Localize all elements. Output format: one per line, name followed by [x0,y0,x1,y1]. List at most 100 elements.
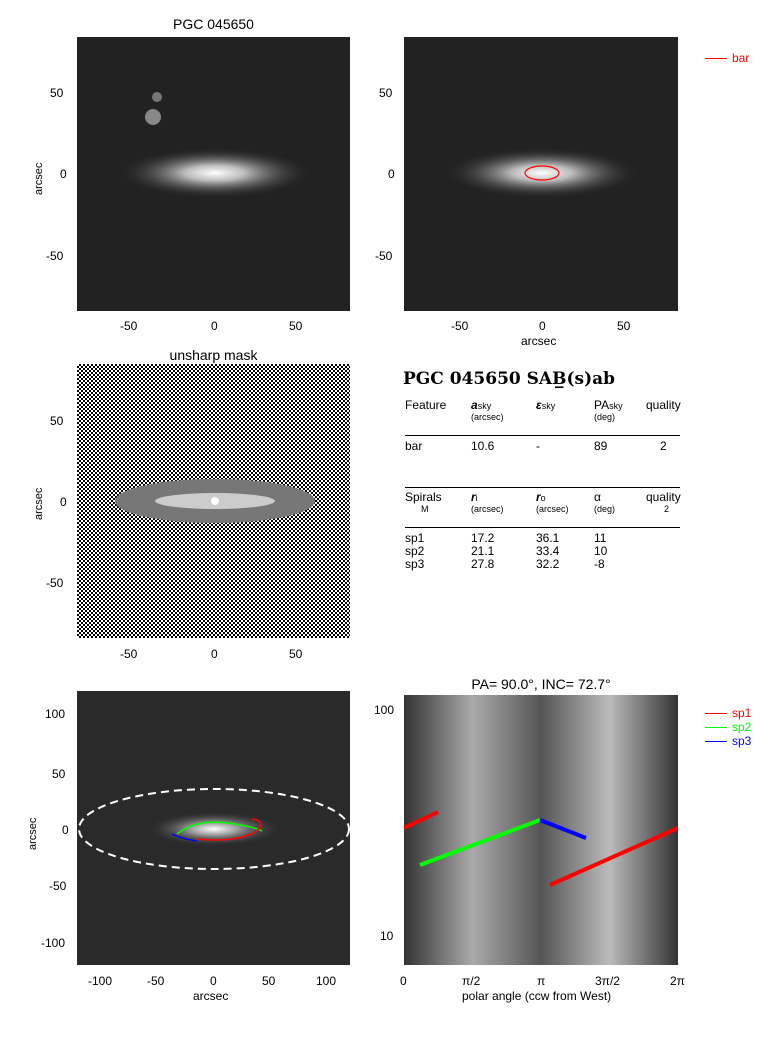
spiral-row-cell: 11 [594,531,607,545]
legend-sp1-line [705,713,727,714]
sp2-overlay [176,821,263,835]
table-divider [405,527,680,528]
p2-xtick: -50 [451,319,469,333]
panel2-xlabel: arcsec [521,334,557,348]
p6-ytick: 10 [380,929,394,943]
p5-ytick: 0 [62,823,69,837]
table-divider [405,487,680,488]
spiral-row-cell: sp1 [405,531,425,545]
feature-table: Feature asky (arcsec) εsky PAsky (deg) q… [405,398,681,578]
spiral-row-cell: -8 [594,557,605,571]
p1-xtick: 50 [289,319,303,333]
p3-ytick: -50 [46,576,64,590]
spiral-row-cell: sp2 [405,544,425,558]
col-alpha-unit: (deg) [594,504,616,514]
col-feature: Feature [405,398,447,412]
col-a: asky [471,398,491,412]
legend-sp1-label: sp1 [732,706,752,720]
panel1-title: PGC 045650 [173,16,254,32]
legend-sp2-label: sp2 [732,720,752,734]
panel5-xlabel: arcsec [193,989,229,1003]
bar-ellipse [524,165,560,181]
spiral-row-cell: 17.2 [471,531,495,545]
p5-ytick: -50 [49,879,67,893]
p1-xtick: 0 [211,319,218,333]
legend-sp3-label: sp3 [732,734,752,748]
p3-ytick: 50 [50,414,64,428]
sp3-overlay [171,833,198,842]
p1-ytick: 50 [50,86,64,100]
col-ri-unit: (arcsec) [471,504,504,514]
bar-row-quality: 2 [660,439,667,453]
p6-xtick: 0 [400,974,407,988]
p6-xtick: π/2 [462,974,481,988]
table-divider [405,435,680,436]
p3-xtick: 0 [211,647,218,661]
spiral-row-cell: 36.1 [536,531,560,545]
col-pa: PAsky [594,398,623,412]
galaxy-svg-1 [77,37,350,311]
p3-xtick: 50 [289,647,303,661]
col-eps-symbol: ε [536,398,542,412]
p6-ytick: 100 [374,703,395,717]
panel6-xlabel: polar angle (ccw from West) [462,989,612,1003]
col-ro-sub: o [540,493,546,503]
p2-ytick: 50 [379,86,393,100]
bar-row-a: 10.6 [471,439,495,453]
col-eps: εsky [536,398,555,412]
p2-xtick: 0 [539,319,546,333]
p5-xtick: 50 [262,974,276,988]
col-pa-unit: (deg) [594,412,616,422]
col-ro: ro [536,490,546,504]
p3-ytick: 0 [60,495,67,509]
panel3-title: unsharp mask [169,347,258,363]
disk-ellipse [78,788,350,870]
col-a-sub: sky [477,401,492,411]
col-spirals-m: M [421,504,429,514]
legend-bar-line [705,58,727,59]
bar-row-eps: - [536,439,540,453]
p5-ytick: 50 [52,767,66,781]
galaxy-svg-2 [404,37,678,311]
galaxy-image-2 [404,37,678,311]
p6-xtick: 3π/2 [595,974,620,988]
sp1-line [549,826,678,887]
legend-bar-label: bar [732,51,750,65]
col-ri-sub: i [475,493,478,503]
sp2-line [419,818,541,867]
table-header: PGC 045650 SAB̲(s)ab [403,369,616,389]
col-quality: quality [646,398,681,412]
p2-ytick: 0 [388,167,395,181]
sp3-line [539,818,587,840]
panel1-ylabel: arcsec [33,162,45,195]
spiral-row-cell: 10 [594,544,608,558]
col-spirals: Spirals [405,490,442,504]
p6-xtick: π [537,974,546,988]
panel6-title: PA= 90.0°, INC= 72.7° [471,676,611,692]
bar-row-pa: 89 [594,439,608,453]
legend-sp2-line [705,727,727,728]
galaxy-image-3 [77,691,350,965]
legend-sp3-line [705,741,727,742]
polar-map [404,695,678,965]
col-spiral-quality-val: 2 [664,504,670,514]
panel3-ylabel: arcsec [33,487,45,520]
p2-ytick: -50 [375,249,393,263]
unsharp-svg [77,364,350,638]
col-ri: ri [471,490,478,504]
spiral-row-cell: sp3 [405,557,425,571]
sp1-line [404,810,439,830]
p3-xtick: -50 [120,647,138,661]
col-ro-unit: (arcsec) [536,504,569,514]
unsharp-mask-image [77,364,350,638]
spiral-row-cell: 27.8 [471,557,495,571]
p1-ytick: -50 [46,249,64,263]
col-a-symbol: a [471,398,478,412]
sp1-overlay [196,818,262,841]
p5-xtick: 100 [316,974,337,988]
col-a-unit: (arcsec) [471,412,504,422]
col-pa-sub: sky [609,401,623,411]
spiral-row-cell: 21.1 [471,544,495,558]
col-alpha: α [594,490,601,504]
spiral-row-cell: 33.4 [536,544,560,558]
